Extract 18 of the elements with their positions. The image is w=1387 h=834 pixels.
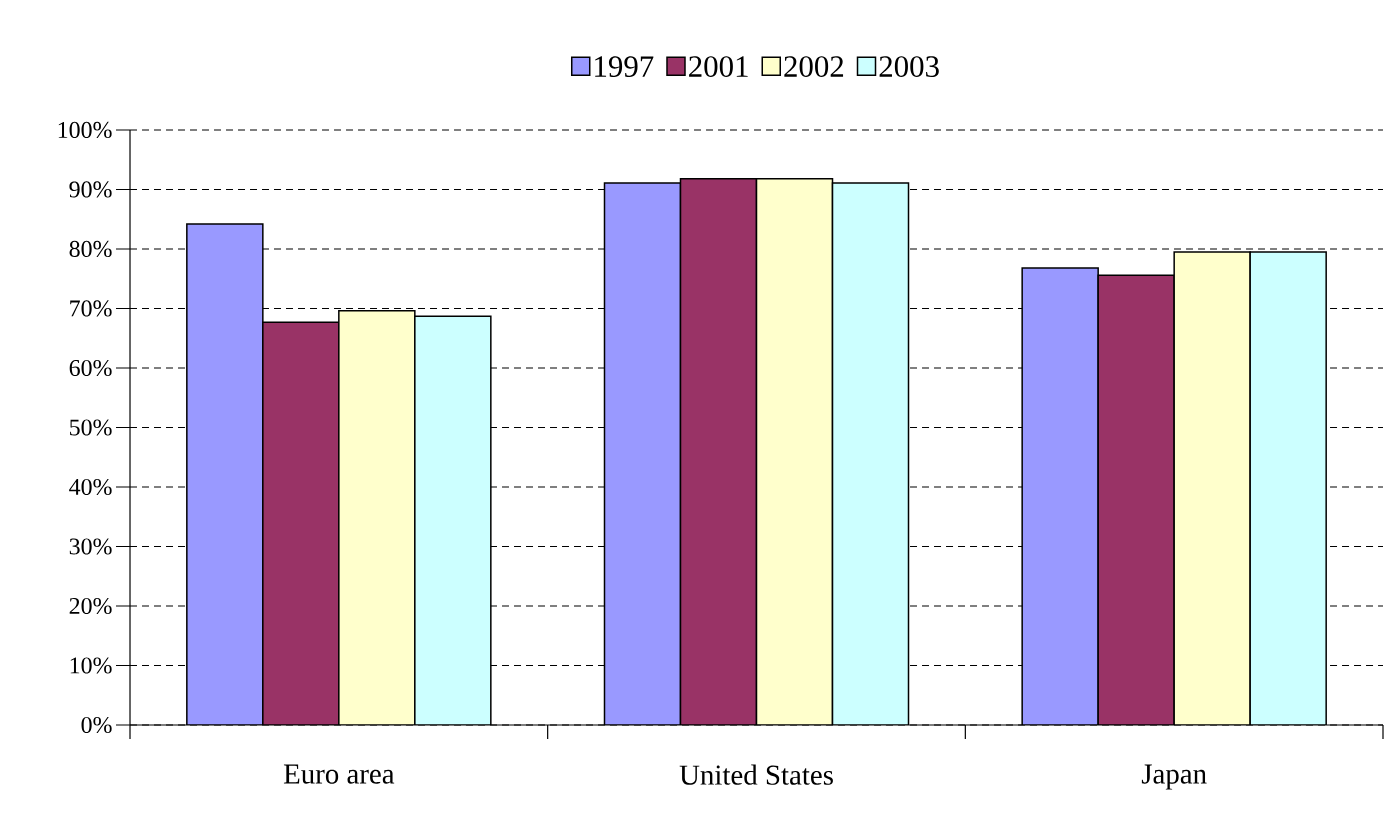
y-tick-label: 90% bbox=[69, 181, 112, 198]
legend-label: 2002 bbox=[784, 56, 844, 77]
y-tick-label: 70% bbox=[70, 300, 112, 317]
x-tick-label: United States bbox=[679, 764, 833, 785]
x-tick-label: Japan bbox=[1141, 764, 1207, 790]
y-tick-label: 100% bbox=[58, 121, 112, 139]
y-tick-label: 20% bbox=[69, 597, 112, 615]
legend-label: 2001 bbox=[689, 56, 748, 77]
legend-label: 2003 bbox=[879, 56, 939, 77]
y-tick-label: 10% bbox=[70, 657, 112, 674]
y-tick-label: 60% bbox=[69, 359, 112, 377]
legend-label: 1997 bbox=[595, 56, 654, 77]
y-tick-label: 50% bbox=[70, 419, 112, 436]
y-tick-label: 0% bbox=[81, 716, 112, 734]
x-tick-label: Euro area bbox=[283, 764, 395, 784]
y-tick-label: 40% bbox=[69, 478, 112, 496]
y-tick-label: 80% bbox=[69, 240, 112, 258]
y-tick-label: 30% bbox=[69, 538, 112, 555]
